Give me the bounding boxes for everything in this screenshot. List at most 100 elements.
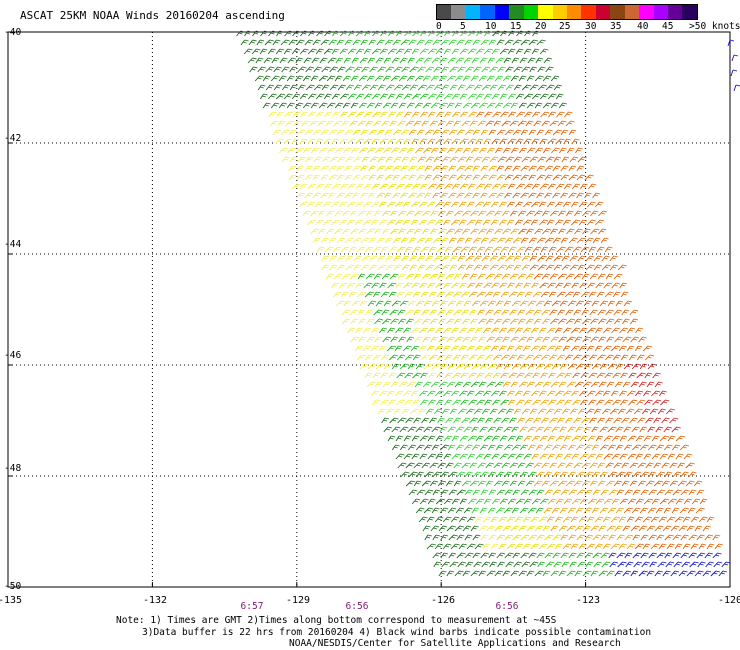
colorbar-swatch	[653, 5, 668, 19]
wind-barb	[414, 102, 424, 109]
wind-barb	[611, 453, 621, 460]
wind-barb	[636, 399, 646, 406]
wind-barb	[603, 453, 614, 460]
wind-barb	[523, 327, 532, 334]
wind-barb	[644, 354, 655, 361]
wind-barb	[602, 345, 612, 352]
wind-barb	[619, 327, 629, 334]
wind-barb	[552, 129, 563, 136]
wind-barb	[372, 399, 381, 406]
wind-barb	[325, 120, 334, 127]
wind-barb	[508, 372, 518, 379]
wind-barb	[582, 570, 592, 577]
wind-barb	[280, 129, 290, 136]
wind-barb	[317, 120, 327, 127]
wind-barb	[333, 120, 343, 127]
wind-barb	[635, 498, 645, 505]
colorbar-swatch	[552, 5, 567, 19]
wind-barb	[416, 192, 426, 199]
wind-barb	[372, 30, 381, 37]
colorbar-label: 5	[460, 21, 466, 32]
wind-barb	[518, 336, 528, 343]
wind-barb	[461, 309, 470, 316]
wind-barb	[382, 75, 391, 82]
wind-barb	[369, 66, 378, 73]
wind-barb	[604, 372, 614, 379]
wind-barb	[547, 435, 556, 442]
wind-barb	[374, 318, 384, 325]
wind-barb	[631, 507, 641, 514]
wind-barb	[392, 129, 403, 136]
wind-barb	[467, 282, 476, 289]
wind-barb	[442, 219, 451, 226]
wind-barb	[461, 462, 471, 469]
wind-barb	[384, 192, 392, 199]
wind-barb	[514, 516, 523, 523]
wind-barb	[380, 30, 389, 37]
wind-barb	[476, 291, 487, 298]
wind-barb	[523, 93, 534, 100]
wind-barb	[556, 354, 566, 361]
wind-barb	[467, 93, 478, 100]
wind-barb	[479, 444, 489, 451]
wind-barb	[527, 300, 537, 307]
wind-barb	[515, 201, 524, 208]
wind-barb	[571, 390, 580, 397]
wind-barb	[545, 264, 555, 271]
wind-barb	[515, 390, 524, 397]
wind-barb	[494, 228, 504, 235]
wind-barb	[412, 111, 420, 118]
wind-barb	[390, 381, 400, 388]
wind-barb	[365, 120, 374, 127]
wind-barb	[644, 399, 653, 406]
wind-barb	[508, 291, 519, 298]
wind-barb	[477, 309, 485, 316]
wind-barb	[563, 327, 572, 334]
wind-barb	[345, 84, 355, 91]
wind-barb	[388, 246, 398, 253]
wind-barb	[368, 192, 376, 199]
wind-barb	[455, 507, 465, 514]
wind-barb	[437, 273, 446, 280]
wind-barb	[615, 363, 624, 370]
wind-barb	[446, 75, 457, 82]
wind-barb	[534, 102, 543, 109]
wind-barb	[342, 228, 351, 235]
wind-barb	[449, 408, 458, 415]
wind-barb	[607, 363, 617, 370]
wind-barb	[412, 372, 422, 379]
wind-barb	[670, 525, 680, 532]
wind-barb	[438, 75, 448, 82]
wind-barb	[430, 75, 440, 82]
wind-barb	[622, 318, 630, 325]
wind-barb	[359, 300, 368, 307]
wind-barb	[294, 102, 304, 109]
wind-barb	[358, 318, 367, 325]
wind-barb	[357, 120, 367, 127]
wind-barb	[520, 489, 530, 496]
wind-barb	[663, 426, 672, 433]
wind-barb	[666, 543, 675, 550]
wind-barb	[587, 201, 596, 208]
wind-barb	[314, 219, 325, 226]
wind-barb	[515, 183, 526, 190]
wind-barb	[516, 399, 525, 406]
wind-barb	[367, 300, 377, 307]
wind-barb	[404, 372, 414, 379]
wind-barb	[569, 255, 579, 262]
wind-barb	[387, 390, 395, 397]
wind-barb	[460, 291, 471, 298]
wind-barb	[459, 93, 468, 100]
wind-barb	[658, 543, 667, 550]
wind-barb	[557, 480, 568, 487]
wind-barb	[369, 84, 379, 91]
wind-barb	[252, 30, 261, 37]
wind-barb	[281, 156, 291, 163]
wind-barb	[329, 66, 339, 73]
wind-barb	[453, 462, 463, 469]
wind-barb	[475, 453, 485, 460]
wind-barb	[505, 84, 515, 91]
wind-barb	[598, 381, 607, 388]
wind-barb	[520, 237, 529, 244]
wind-barb	[537, 84, 547, 91]
